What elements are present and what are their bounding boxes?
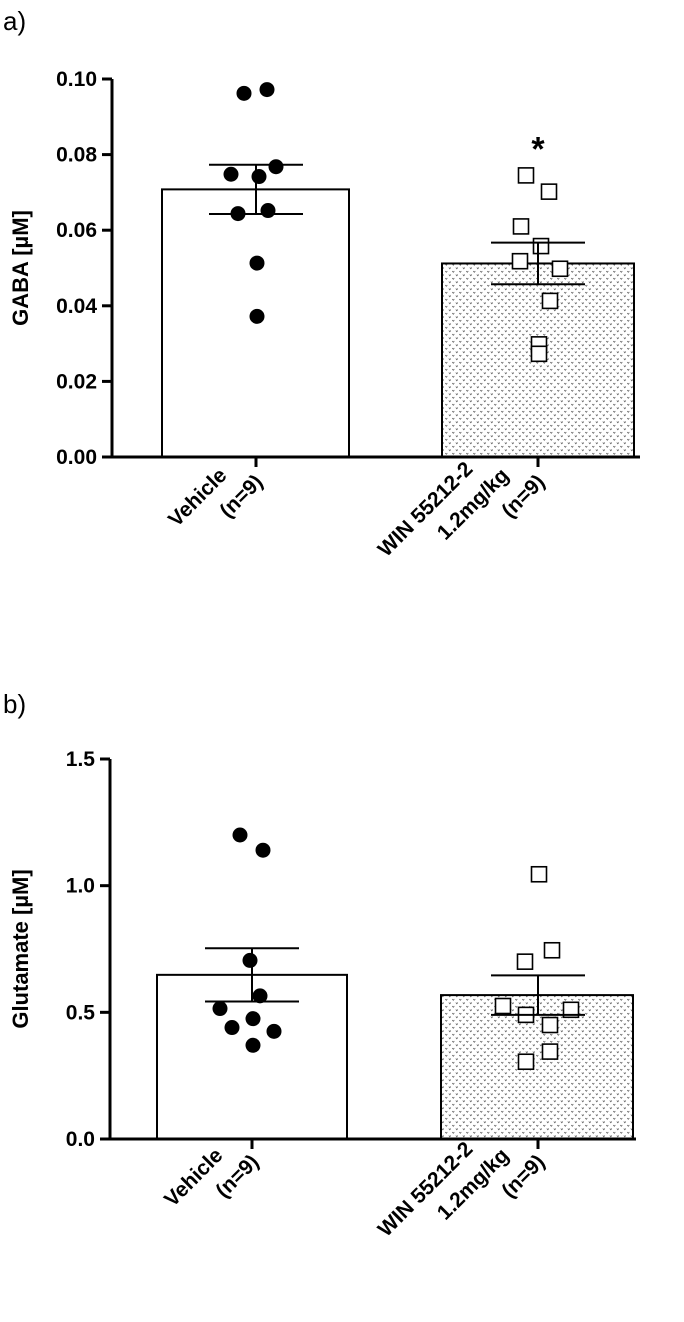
data-point-vehicle <box>259 82 275 98</box>
data-point-win55212 <box>541 1043 559 1060</box>
data-point-win55212 <box>517 167 535 184</box>
data-point-vehicle <box>251 169 267 185</box>
data-point-vehicle <box>252 988 268 1004</box>
panel-label: a) <box>3 6 26 36</box>
data-point-win55212 <box>530 345 548 363</box>
data-point-win55212 <box>532 237 550 255</box>
y-tick-label: 0.08 <box>56 144 97 167</box>
data-point-vehicle <box>245 1011 261 1027</box>
data-point-win55212 <box>511 252 529 270</box>
data-point-vehicle <box>266 1023 282 1039</box>
y-axis-label: Glutamate [µM] <box>8 869 33 1028</box>
x-category-label-line: Vehicle <box>160 1144 227 1211</box>
panel-label: b) <box>3 689 26 719</box>
data-point-win55212 <box>562 1001 580 1019</box>
y-tick-label: 0.5 <box>66 1001 96 1024</box>
data-point-vehicle <box>255 842 271 858</box>
y-tick-label: 0.10 <box>56 68 97 91</box>
data-point-win55212 <box>540 183 558 200</box>
data-point-win55212 <box>541 1016 559 1034</box>
y-tick-label: 0.04 <box>56 295 97 318</box>
data-point-vehicle <box>223 166 239 182</box>
y-tick-label: 1.5 <box>66 748 96 771</box>
x-category-label-line: Vehicle <box>164 464 231 531</box>
data-point-vehicle <box>242 952 258 968</box>
data-point-vehicle <box>245 1037 261 1053</box>
data-point-win55212 <box>551 260 569 278</box>
y-tick-label: 0.0 <box>66 1128 95 1151</box>
bar-win55212 <box>440 994 634 1141</box>
data-point-vehicle <box>249 308 265 324</box>
y-tick-label: 0.00 <box>56 446 97 469</box>
x-category-label: Vehicle(n=9) <box>164 464 268 531</box>
y-axis-label: GABA [µM] <box>8 210 33 326</box>
data-point-vehicle <box>249 255 265 271</box>
data-point-vehicle <box>232 827 248 843</box>
data-point-vehicle <box>224 1020 240 1036</box>
y-tick-label: 0.02 <box>56 370 97 393</box>
data-point-win55212 <box>543 941 561 959</box>
x-category-label: Vehicle(n=9) <box>160 1144 264 1211</box>
y-tick-label: 0.06 <box>56 219 97 242</box>
data-point-vehicle <box>268 159 284 175</box>
y-tick-label: 1.0 <box>66 875 95 898</box>
data-point-vehicle <box>236 85 252 101</box>
data-point-vehicle <box>260 203 276 219</box>
panel-b-glutamate-chart: b) Glutamate [µM] 0.0 0.5 1.0 1.5 Vehicle(n=9)… <box>3 689 636 1241</box>
panel-a-gaba-chart: a) GABA [µM] * 0.00 0.02 0.04 0.06 0.08 0.10 Vehi… <box>3 6 640 561</box>
data-point-win55212 <box>512 218 530 235</box>
data-point-win55212 <box>530 865 548 883</box>
data-point-win55212 <box>516 953 534 970</box>
data-point-win55212 <box>494 997 512 1015</box>
data-point-win55212 <box>541 292 559 310</box>
significance-marker: * <box>531 131 545 169</box>
data-point-vehicle <box>212 1001 228 1017</box>
data-point-win55212 <box>517 1053 535 1071</box>
